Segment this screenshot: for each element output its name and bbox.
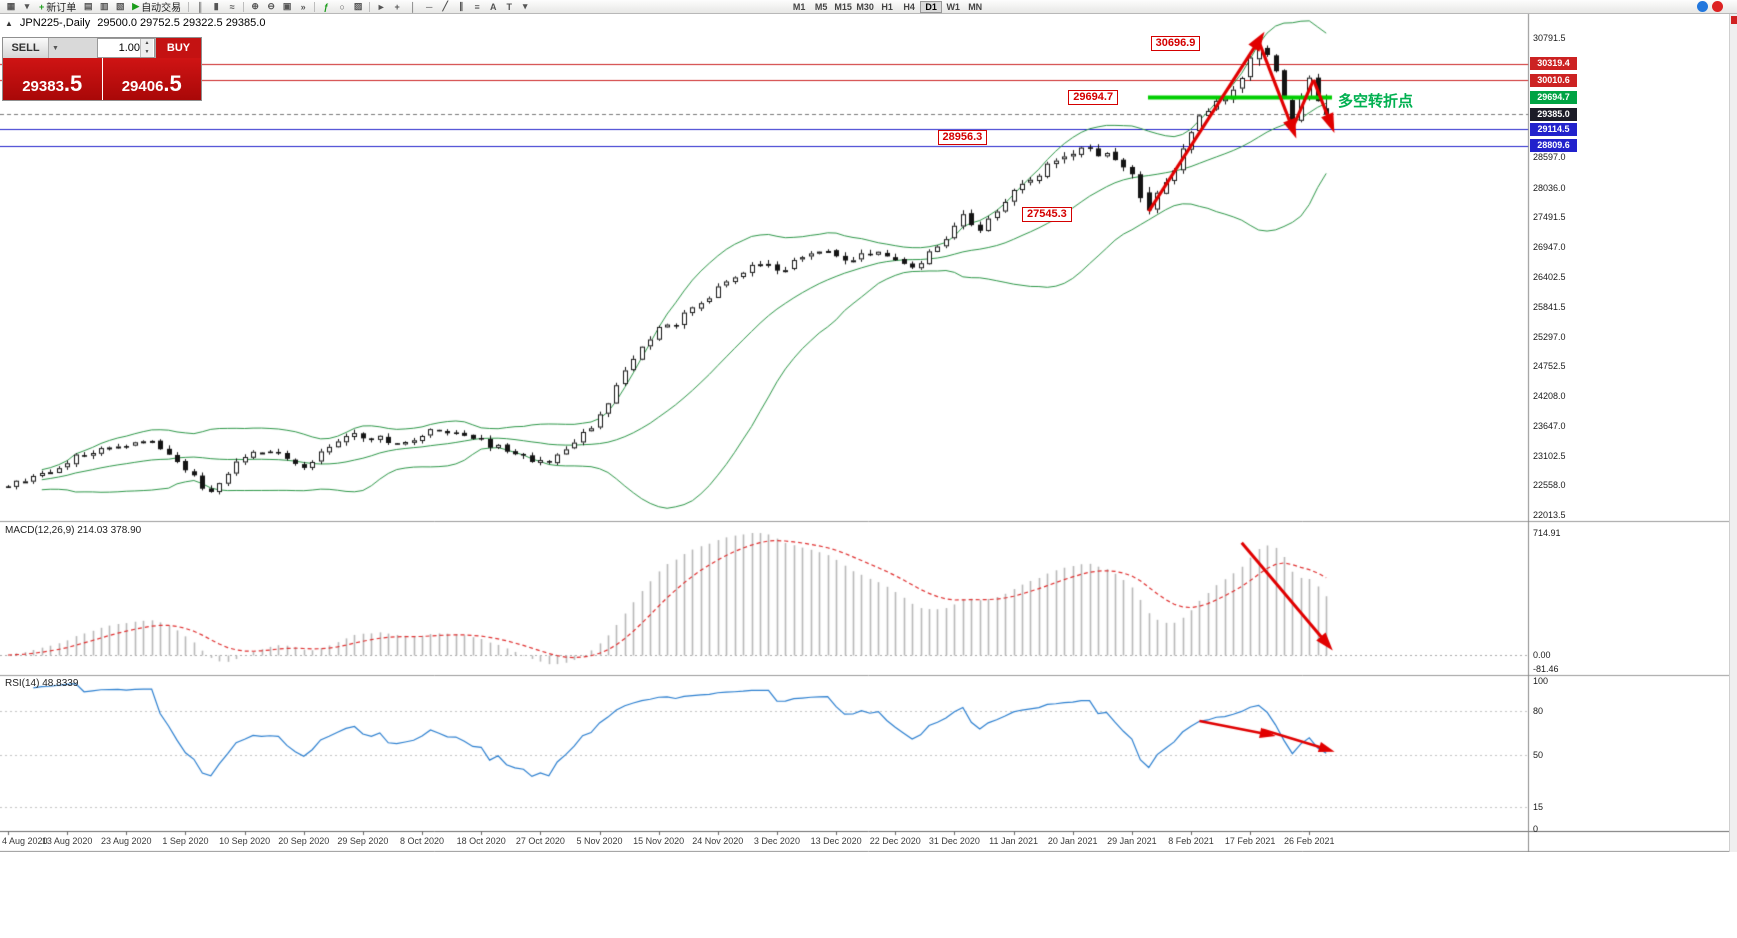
autotrade-button-label: 自动交易 <box>141 3 182 14</box>
collapse-subwindow-icon[interactable]: ▲ <box>5 18 13 28</box>
chart-shift-icon-glyph: » <box>300 1 306 12</box>
candle-chart-icon-glyph: ▮ <box>213 1 219 11</box>
buy-price-button[interactable]: 29406.5 <box>102 58 201 100</box>
text-icon[interactable]: A <box>485 1 501 13</box>
timeframe-button-m1[interactable]: M1 <box>792 1 806 12</box>
line-chart-icon-glyph: ≈ <box>229 1 235 12</box>
vertical-line-icon-glyph: │ <box>410 1 416 12</box>
cascade-windows-icon[interactable]: ▤ <box>80 1 96 13</box>
chart-ohlc: 29500.0 29752.5 29322.5 29385.0 <box>97 17 266 29</box>
trendline-icon[interactable]: ╱ <box>437 1 453 13</box>
autoscroll-icon-glyph: ▣ <box>282 1 292 11</box>
channel-icon[interactable]: ∥ <box>453 1 469 13</box>
timeframe-button-m15[interactable]: M15 <box>834 1 852 12</box>
sell-button[interactable]: SELL <box>3 38 49 58</box>
toolbar-separator <box>369 1 371 12</box>
timeframe-button-m5[interactable]: M5 <box>814 1 828 12</box>
cascade-windows-icon-glyph: ▤ <box>84 1 93 11</box>
toolbar-separator <box>314 1 316 12</box>
chart-window-icon[interactable]: ▦ <box>3 1 19 13</box>
chart-title: JPN225-,Daily <box>19 17 91 29</box>
toolbar-separator <box>188 1 190 12</box>
tile-windows-icon-glyph: ▥ <box>100 1 109 11</box>
window-dropdown-icon[interactable]: ▾ <box>19 1 35 13</box>
cursor-icon[interactable]: ► <box>373 1 389 13</box>
indicators-icon-glyph: ƒ <box>323 1 329 12</box>
periods-icon-glyph: ○ <box>339 1 345 12</box>
horizontal-line-icon[interactable]: ─ <box>421 1 437 13</box>
toolbar-right-icons <box>1697 1 1723 12</box>
one-click-trading-widget: SELL ▼ ▲ ▼ BUY 29383.5 29406.5 <box>2 37 202 101</box>
crosshair-icon[interactable]: + <box>389 1 405 13</box>
line-chart-icon[interactable]: ≈ <box>224 1 240 13</box>
crosshair-icon-glyph: + <box>394 1 400 12</box>
bar-chart-icon-glyph: ║ <box>196 1 204 12</box>
new-order-icon: + <box>39 1 45 12</box>
alert-icon[interactable] <box>1712 1 1723 12</box>
zoom-in-icon-glyph: ⊕ <box>251 1 259 11</box>
templates-icon[interactable]: ▨ <box>350 1 366 13</box>
toolbar: ▦ ▾ + 新订单 ▤ ▥ ▧ ▶ 自动交易 ║ ▮ ≈ ⊕ ⊖ ▣» ƒ ○ ▨ ► + │ ─ ╱ ∥ ≡ A T ▾ M1 M5 M1… <box>0 0 1737 14</box>
zoom-out-icon-glyph: ⊖ <box>267 1 275 11</box>
profiles-icon-glyph: ▧ <box>116 1 125 11</box>
timeframe-button-m30[interactable]: M30 <box>856 1 874 12</box>
cursor-icon-glyph: ► <box>376 1 386 12</box>
shapes-dropdown-icon-glyph: ▾ <box>522 1 528 11</box>
bar-chart-icon[interactable]: ║ <box>192 1 208 13</box>
zoom-in-icon[interactable]: ⊕ <box>247 1 263 13</box>
candle-chart-icon[interactable]: ▮ <box>208 1 224 13</box>
timeframe-button-h1[interactable]: H1 <box>881 1 893 12</box>
sell-price-frac: .5 <box>63 71 83 97</box>
trendline-icon-glyph: ╱ <box>442 1 448 11</box>
chart-window-icon-glyph: ▦ <box>6 1 16 11</box>
zoom-out-icon[interactable]: ⊖ <box>263 1 279 13</box>
community-icon[interactable] <box>1697 1 1708 12</box>
tile-windows-icon[interactable]: ▥ <box>96 1 112 13</box>
chart-header: ▲ JPN225-,Daily 29500.0 29752.5 29322.5 … <box>5 17 265 29</box>
scroll-marker <box>1731 16 1737 24</box>
window-dropdown-icon-glyph: ▾ <box>24 1 30 11</box>
fibonacci-icon[interactable]: ≡ <box>469 1 485 13</box>
autotrade-icon: ▶ <box>132 1 140 11</box>
buy-button[interactable]: BUY <box>155 38 201 58</box>
sell-price-button[interactable]: 29383.5 <box>3 58 102 100</box>
timeframe-button-mn[interactable]: MN <box>968 1 983 12</box>
profiles-icon[interactable]: ▧ <box>112 1 128 13</box>
indicators-icon[interactable]: ƒ <box>318 1 334 13</box>
volume-up-button[interactable]: ▲ <box>141 39 153 48</box>
scrollbar-strip[interactable] <box>1729 14 1737 852</box>
sell-price-main: 29383 <box>22 78 64 95</box>
new-order-button-label: 新订单 <box>46 3 77 14</box>
templates-icon-glyph: ▨ <box>353 1 363 11</box>
label-icon[interactable]: T <box>501 1 517 13</box>
vertical-line-icon[interactable]: │ <box>405 1 421 13</box>
volume-box: ▲ ▼ <box>97 38 155 58</box>
order-dropdown-icon[interactable]: ▼ <box>52 44 59 52</box>
fibonacci-icon-glyph: ≡ <box>474 1 480 12</box>
autoscroll-icon[interactable]: ▣ <box>279 1 295 13</box>
channel-icon-glyph: ∥ <box>458 1 464 11</box>
timeframe-button-d1[interactable]: D1 <box>920 0 943 13</box>
chart-shift-icon[interactable]: » <box>295 1 311 13</box>
toolbar-separator <box>243 1 245 12</box>
autotrade-button[interactable]: ▶ 自动交易 <box>128 1 185 14</box>
periods-icon[interactable]: ○ <box>334 1 350 13</box>
new-order-button[interactable]: + 新订单 <box>35 1 80 15</box>
timeframe-button-h4[interactable]: H4 <box>903 1 915 12</box>
horizontal-line-icon-glyph: ─ <box>425 1 433 12</box>
chart-canvas[interactable] <box>0 14 1737 852</box>
label-icon-glyph: T <box>506 1 512 12</box>
volume-input[interactable] <box>98 39 140 57</box>
timeframe-button-w1[interactable]: W1 <box>946 1 960 12</box>
text-icon-glyph: A <box>489 1 497 12</box>
buy-price-main: 29406 <box>121 78 164 95</box>
volume-down-button[interactable]: ▼ <box>141 48 153 57</box>
shapes-dropdown-icon[interactable]: ▾ <box>517 1 533 13</box>
buy-price-frac: .5 <box>163 71 182 97</box>
